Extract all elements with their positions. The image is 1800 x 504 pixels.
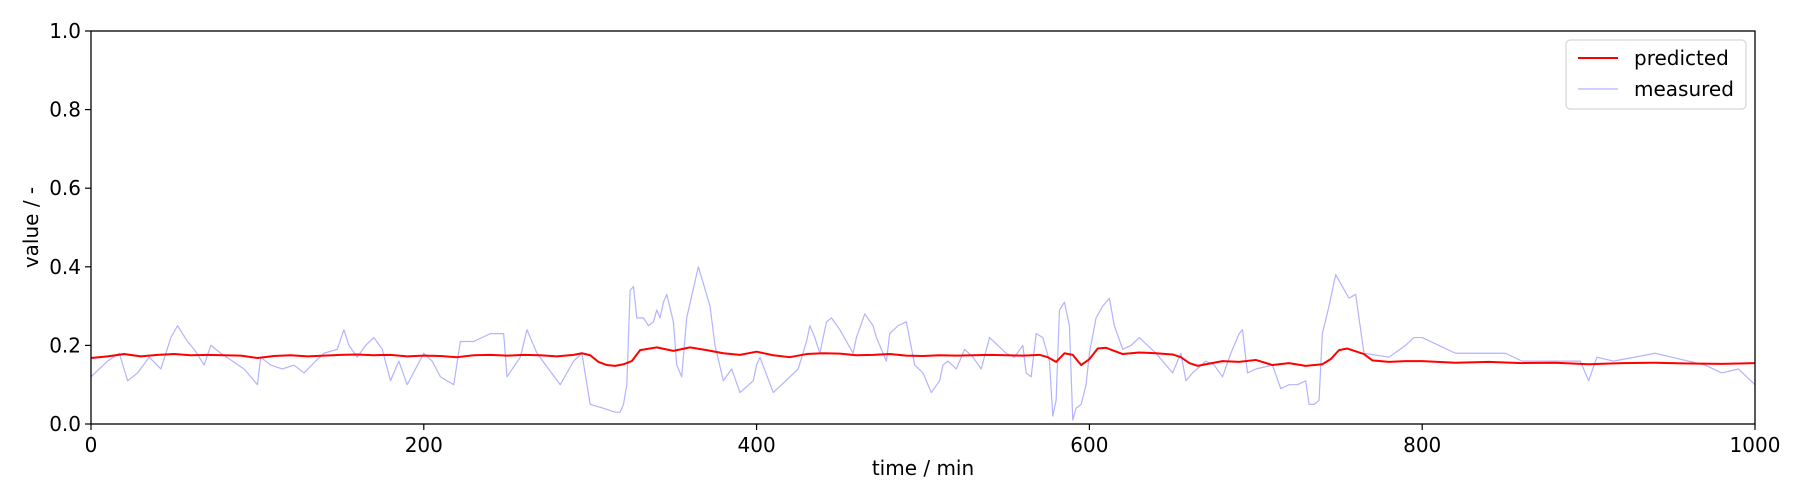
y-tick-label: 0.2 <box>49 333 81 357</box>
x-tick-label: 800 <box>1403 433 1441 457</box>
y-tick-label: 0.8 <box>49 98 81 122</box>
y-axis-label: value / - <box>19 187 43 268</box>
legend: predicted measured <box>1565 39 1747 110</box>
legend-label-measured: measured <box>1634 77 1734 101</box>
x-tick-label: 600 <box>1070 433 1108 457</box>
y-tick-label: 0.6 <box>49 176 81 200</box>
series-line-measured <box>90 266 1756 421</box>
x-tick-label: 1000 <box>1730 433 1781 457</box>
series-layer <box>90 266 1756 421</box>
ticks-layer: 0 200 400 600 800 1000 0.0 0.2 0.4 0.6 0.8 1.0 <box>49 19 1780 457</box>
series-line-predicted <box>90 346 1756 367</box>
y-tick-label: 0.0 <box>49 412 81 436</box>
x-tick-label: 200 <box>405 433 443 457</box>
x-tick-label: 0 <box>85 433 98 457</box>
x-axis-label: time / min <box>872 456 974 480</box>
y-tick-label: 0.4 <box>49 255 81 279</box>
plot-frame <box>90 30 1756 425</box>
legend-label-predicted: predicted <box>1634 46 1729 70</box>
y-tick-label: 1.0 <box>49 19 81 43</box>
x-tick-label: 400 <box>738 433 776 457</box>
